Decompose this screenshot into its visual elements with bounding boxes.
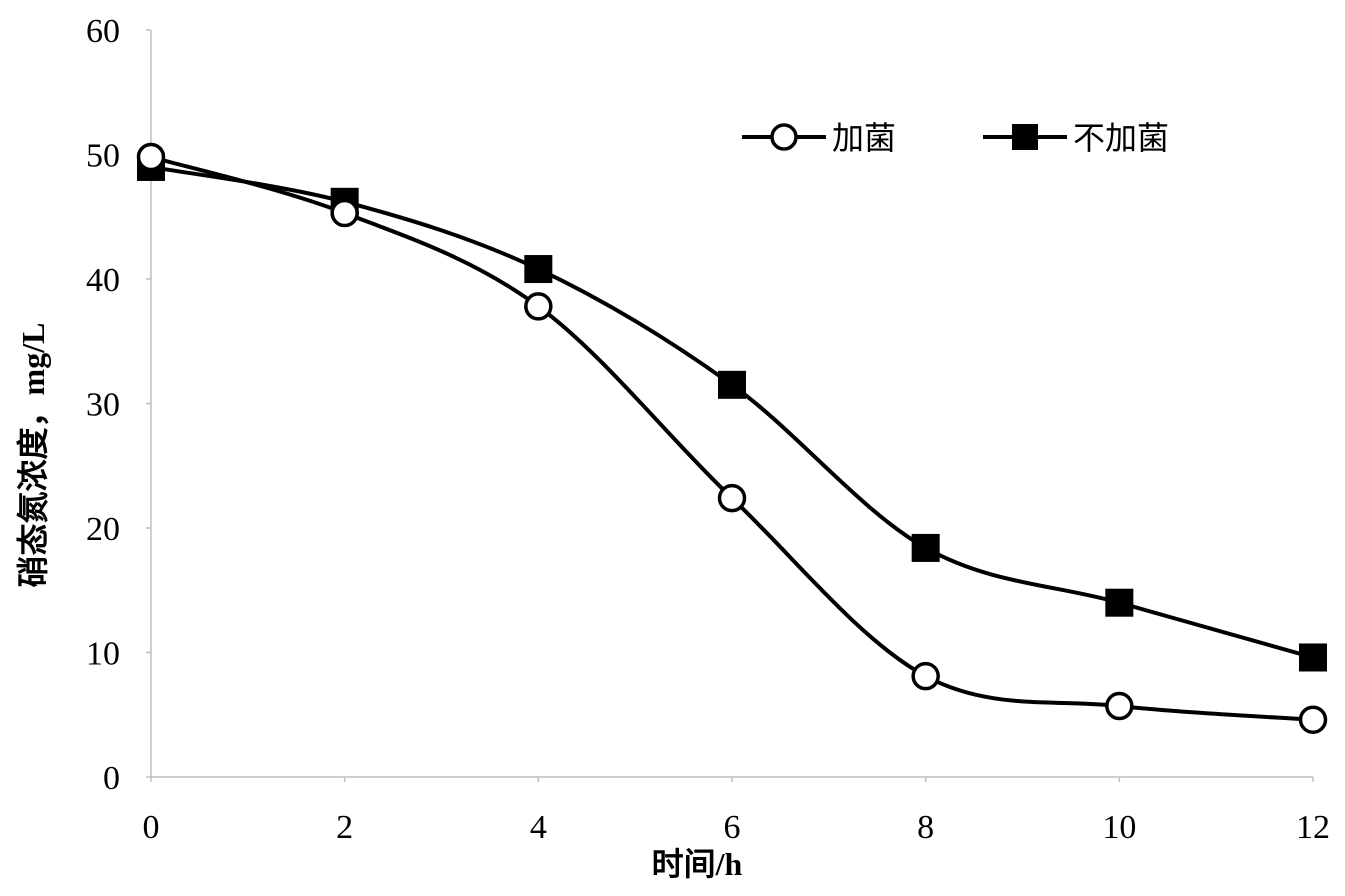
x-tick-label: 4 (530, 809, 547, 846)
y-axis-ticks: 0 10 20 30 40 50 60 (86, 13, 151, 797)
y-axis-title: 硝态氮浓度，mg/L (15, 323, 51, 588)
y-tick-label: 50 (86, 138, 120, 175)
y-tick-label: 60 (86, 13, 120, 50)
data-point-circle (136, 142, 166, 172)
data-point-circle (717, 483, 747, 513)
data-point-circle (524, 292, 553, 321)
y-tick-label: 0 (103, 760, 120, 797)
legend-item-without-bacteria: 不加菌 (983, 119, 1169, 157)
data-point-square (718, 370, 746, 399)
x-tick-label: 2 (336, 809, 353, 846)
y-tick-label: 20 (86, 511, 120, 548)
series-line-0 (150, 155, 1314, 722)
series-line-1 (150, 164, 1314, 660)
x-axis-title: 时间/h (652, 846, 743, 882)
legend-filled-square-marker (1012, 124, 1038, 150)
y-tick-label: 10 (86, 636, 120, 673)
data-point-square (1105, 588, 1134, 617)
legend: 加菌 不加菌 (742, 119, 1169, 157)
legend-label-without-bacteria: 不加菌 (1073, 119, 1169, 157)
x-tick-label: 8 (917, 809, 934, 846)
data-point-circle (330, 198, 359, 228)
x-tick-label: 12 (1296, 809, 1330, 846)
x-axis-ticks: 0 2 4 6 8 10 12 (143, 777, 1330, 846)
legend-item-with-bacteria: 加菌 (742, 119, 896, 157)
data-point-square (524, 255, 553, 284)
y-tick-label: 40 (86, 262, 120, 299)
data-point-circle (1105, 691, 1134, 721)
legend-open-circle-marker (770, 123, 798, 151)
data-point-square (911, 533, 940, 562)
y-tick-label: 30 (86, 387, 120, 424)
x-tick-label: 10 (1102, 809, 1136, 846)
series-layer (136, 142, 1328, 734)
legend-label-with-bacteria: 加菌 (832, 119, 896, 157)
x-tick-label: 0 (143, 809, 160, 846)
x-tick-label: 6 (724, 809, 741, 846)
data-point-circle (1298, 705, 1328, 734)
data-point-square (1299, 643, 1327, 672)
data-point-circle (911, 661, 940, 691)
